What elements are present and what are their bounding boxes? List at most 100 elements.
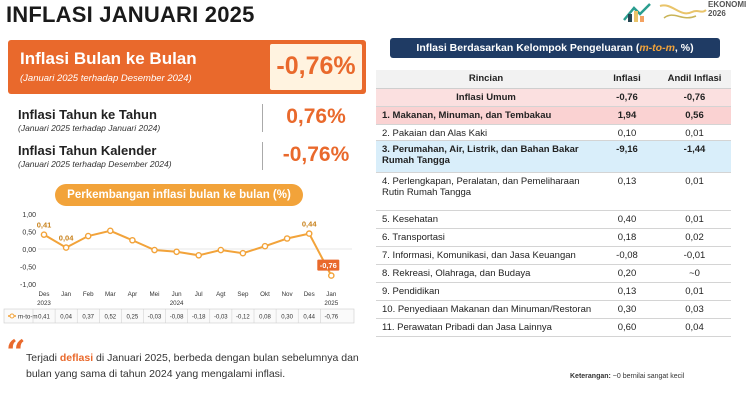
quote-highlight: deflasi (59, 352, 94, 364)
data-label-bg (317, 259, 340, 271)
value-label: -0,03 (148, 315, 162, 321)
value-label: 0,08 (259, 315, 271, 321)
ytd-title: Inflasi Tahun Kalender (18, 143, 157, 158)
table-row: 7. Informasi, Komunikasi, dan Jasa Keuan… (376, 246, 731, 265)
data-point (107, 227, 114, 235)
ytd-divider (262, 142, 263, 170)
x-tick-label: Des (38, 291, 49, 298)
data-point (261, 242, 269, 250)
table-row: 8. Rekreasi, Olahraga, dan Budaya 0,20 ~0 (376, 264, 731, 283)
ytd-subtitle: (Januari 2025 terhadap Desember 2024) (18, 159, 172, 169)
cell-name: 10. Penyediaan Makanan dan Minuman/Resto… (376, 300, 596, 319)
value-label: -0,12 (236, 315, 250, 321)
cell-andil: 0,03 (658, 300, 731, 319)
data-point (283, 235, 291, 242)
yoy-divider (262, 104, 263, 132)
table-row: 2. Pakaian dan Alas Kaki 0,10 0,01 (376, 124, 731, 141)
x-tick-label: Jan (61, 291, 72, 298)
cell-andil: 0,01 (658, 124, 731, 141)
data-point (195, 252, 202, 259)
x-tick-label: Feb (83, 291, 94, 298)
cell-andil: 0,02 (658, 228, 731, 247)
cell-name: 11. Perawatan Pribadi dan Jasa Lainnya (376, 318, 596, 337)
value-label: -0,03 (214, 315, 228, 321)
cell-andil: 0,01 (658, 282, 731, 301)
y-tick-label: 1,00 (22, 212, 36, 219)
cell-inflasi: -0,76 (596, 88, 658, 107)
table-row: 6. Transportasi 0,18 0,02 (376, 228, 731, 247)
x-tick-label: Jun (172, 291, 183, 298)
x-tick-label: Agt (216, 291, 226, 298)
y-tick-label: 0,50 (22, 230, 36, 237)
data-point (327, 272, 335, 279)
cell-name: 1. Makanan, Minuman, dan Tembakau (376, 106, 596, 125)
value-label: 0,04 (60, 315, 72, 321)
table-title: Inflasi Berdasarkan Kelompok Pengeluaran… (390, 38, 720, 58)
page-title: INFLASI JANUARI 2025 (6, 2, 255, 27)
cell-inflasi: 0,13 (596, 172, 658, 211)
expenditure-group-table: Rincian Inflasi Andil Inflasi Inflasi Um… (376, 70, 731, 337)
cell-inflasi: 0,40 (596, 210, 658, 229)
cell-name: Inflasi Umum (376, 88, 596, 107)
x-tick-label: Sep (237, 291, 249, 298)
x-tick-label: Des (304, 291, 315, 298)
value-label: 0,30 (281, 315, 293, 321)
yoy-value: 0,76% (286, 105, 346, 128)
x-tick-label: Mar (105, 291, 116, 298)
data-label: 0,04 (59, 234, 74, 243)
cell-inflasi: -0,08 (596, 246, 658, 265)
cell-inflasi: 0,60 (596, 318, 658, 337)
table-row: 1. Makanan, Minuman, dan Tembakau 1,94 0,5… (376, 106, 731, 125)
cell-andil: -1,44 (658, 140, 731, 173)
x-tick-label: Jan (326, 291, 337, 298)
mom-subtitle: (Januari 2025 terhadap Desember 2024) (20, 73, 192, 84)
quote-icon: “ (6, 333, 26, 373)
cell-inflasi: -9,16 (596, 140, 658, 173)
header-inflasi: Inflasi (596, 70, 658, 89)
cell-name: 7. Informasi, Komunikasi, dan Jasa Keuan… (376, 246, 596, 265)
legend-table-bg (3, 308, 355, 324)
x-tick-label: Nov (282, 291, 294, 298)
value-label: 0,37 (82, 315, 94, 321)
data-point (151, 246, 158, 254)
ytd-value: -0,76% (282, 143, 350, 166)
value-label: 0,41 (38, 315, 50, 321)
x-tick-label: Apr (128, 291, 138, 298)
cell-inflasi: 1,94 (596, 106, 658, 125)
series-line (43, 229, 333, 277)
header-rincian: Rincian (376, 70, 596, 89)
yoy-subtitle: (Januari 2025 terhadap Januari 2024) (18, 123, 161, 133)
cell-name: 4. Perlengkapan, Peralatan, dan Pemeliha… (376, 172, 596, 211)
table-header-row: Rincian Inflasi Andil Inflasi (376, 70, 731, 89)
mom-value: -0,76% (276, 52, 356, 80)
legend-marker-icon (9, 313, 15, 319)
cell-inflasi: 0,20 (596, 264, 658, 283)
cell-andil: 0,01 (658, 210, 731, 229)
table-row: 5. Kesehatan 0,40 0,01 (376, 210, 731, 229)
cell-name: 2. Pakaian dan Alas Kaki (376, 124, 596, 141)
mom-title: Inflasi Bulan ke Bulan (20, 49, 197, 68)
table-row-umum: Inflasi Umum -0,76 -0,76 (376, 88, 731, 107)
table-row: 11. Perawatan Pribadi dan Jasa Lainnya 0,… (376, 318, 731, 337)
x-tick-label: Mei (150, 291, 160, 298)
table-row: 3. Perumahan, Air, Listrik, dan Bahan Ba… (376, 140, 731, 173)
value-label: -0,08 (170, 315, 184, 321)
logo-icon (623, 3, 707, 22)
logo: EKONOMI 2026 (620, 0, 750, 26)
table-row: 9. Pendidikan 0,13 0,01 (376, 282, 731, 301)
value-label: 0,52 (104, 315, 116, 321)
data-point (62, 244, 70, 251)
y-tick-label: -0,50 (20, 265, 36, 272)
cell-inflasi: 0,30 (596, 300, 658, 319)
cell-andil: -0,76 (658, 88, 731, 107)
data-point (239, 249, 247, 257)
data-point (40, 231, 48, 238)
data-label: 0,44 (302, 220, 317, 229)
data-label: -0,76 (320, 261, 337, 270)
cell-name: 8. Rekreasi, Olahraga, dan Budaya (376, 264, 596, 283)
mom-inflation-card: Inflasi Bulan ke Bulan (Januari 2025 ter… (8, 40, 366, 94)
data-point (173, 248, 180, 256)
cell-name: 9. Pendidikan (376, 282, 596, 301)
table-row: 10. Penyediaan Makanan dan Minuman/Resto… (376, 300, 731, 319)
x-tick-year: 2023 (37, 300, 51, 307)
